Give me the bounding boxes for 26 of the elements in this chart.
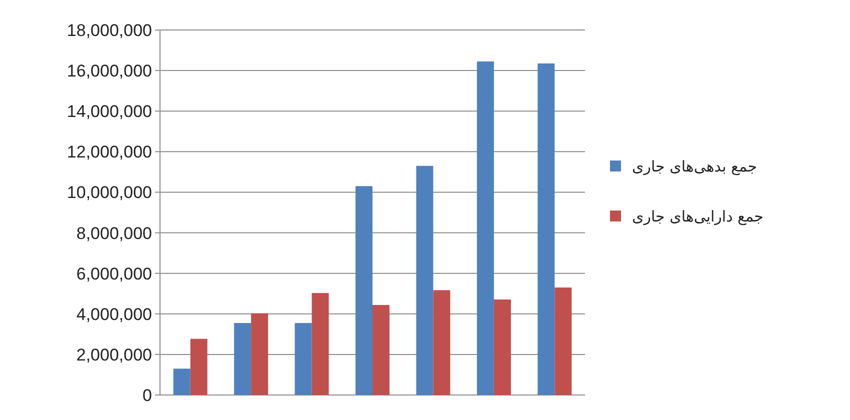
bar: [538, 63, 555, 395]
bar: [416, 166, 434, 395]
y-tick-label: 18,000,000: [66, 21, 152, 40]
y-tick-label: 2,000,000: [76, 345, 152, 364]
bar: [356, 186, 372, 395]
bar: [251, 313, 268, 395]
y-tick-label: 6,000,000: [76, 264, 152, 284]
bar: [190, 338, 208, 395]
y-tick-label: 16,000,000: [66, 62, 152, 81]
bar: [234, 323, 252, 395]
bar: [312, 293, 329, 395]
y-tick-label: 10,000,000: [66, 183, 152, 202]
legend-label: جمع دارایی‌های جاری: [632, 208, 764, 226]
y-tick-label: 14,000,000: [66, 102, 152, 122]
legend-label: جمع بدهی‌های جاری: [632, 158, 757, 176]
bar: [294, 323, 312, 395]
y-tick-label: 12,000,000: [66, 142, 152, 162]
bar: [372, 304, 390, 395]
y-tick-label: 0: [142, 386, 152, 405]
bar: [433, 290, 450, 395]
bar: [554, 288, 572, 395]
bar: [173, 368, 190, 395]
bar: [476, 61, 494, 395]
y-tick-label: 8,000,000: [76, 224, 152, 243]
bar: [494, 299, 511, 395]
y-tick-label: 4,000,000: [76, 304, 152, 324]
